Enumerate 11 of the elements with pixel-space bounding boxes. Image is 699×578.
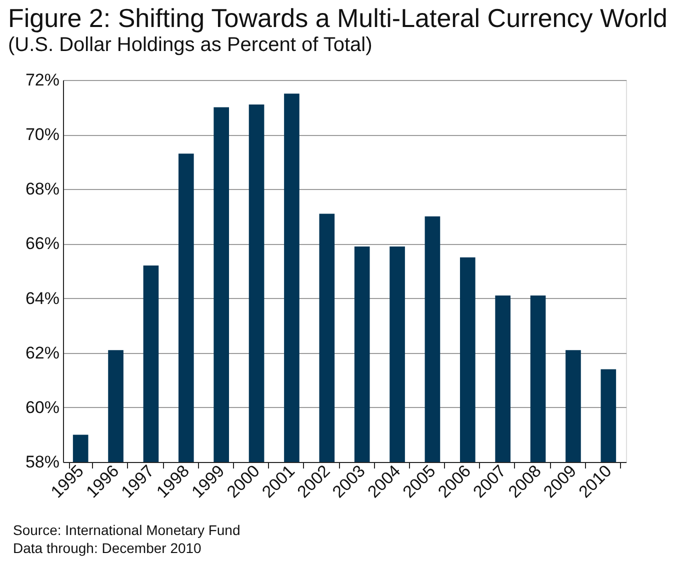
chart-subtitle: (U.S. Dollar Holdings as Percent of Total) <box>8 34 372 56</box>
text: Data through: December 2010 <box>13 540 202 556</box>
y-tick-label: 66% <box>25 234 60 254</box>
y-tick-label: 68% <box>25 180 60 199</box>
y-tick-label: 60% <box>25 398 60 417</box>
source-note: Source: International Monetary Fund <box>13 522 240 538</box>
y-tick-label: 62% <box>25 343 60 362</box>
y-tick-label: 70% <box>25 125 60 144</box>
y-tick-label: 64% <box>25 288 60 308</box>
chart-title: Figure 2: Shifting Towards a Multi-Lateral Currency World <box>8 3 668 33</box>
y-tick-label: 72% <box>25 70 60 90</box>
